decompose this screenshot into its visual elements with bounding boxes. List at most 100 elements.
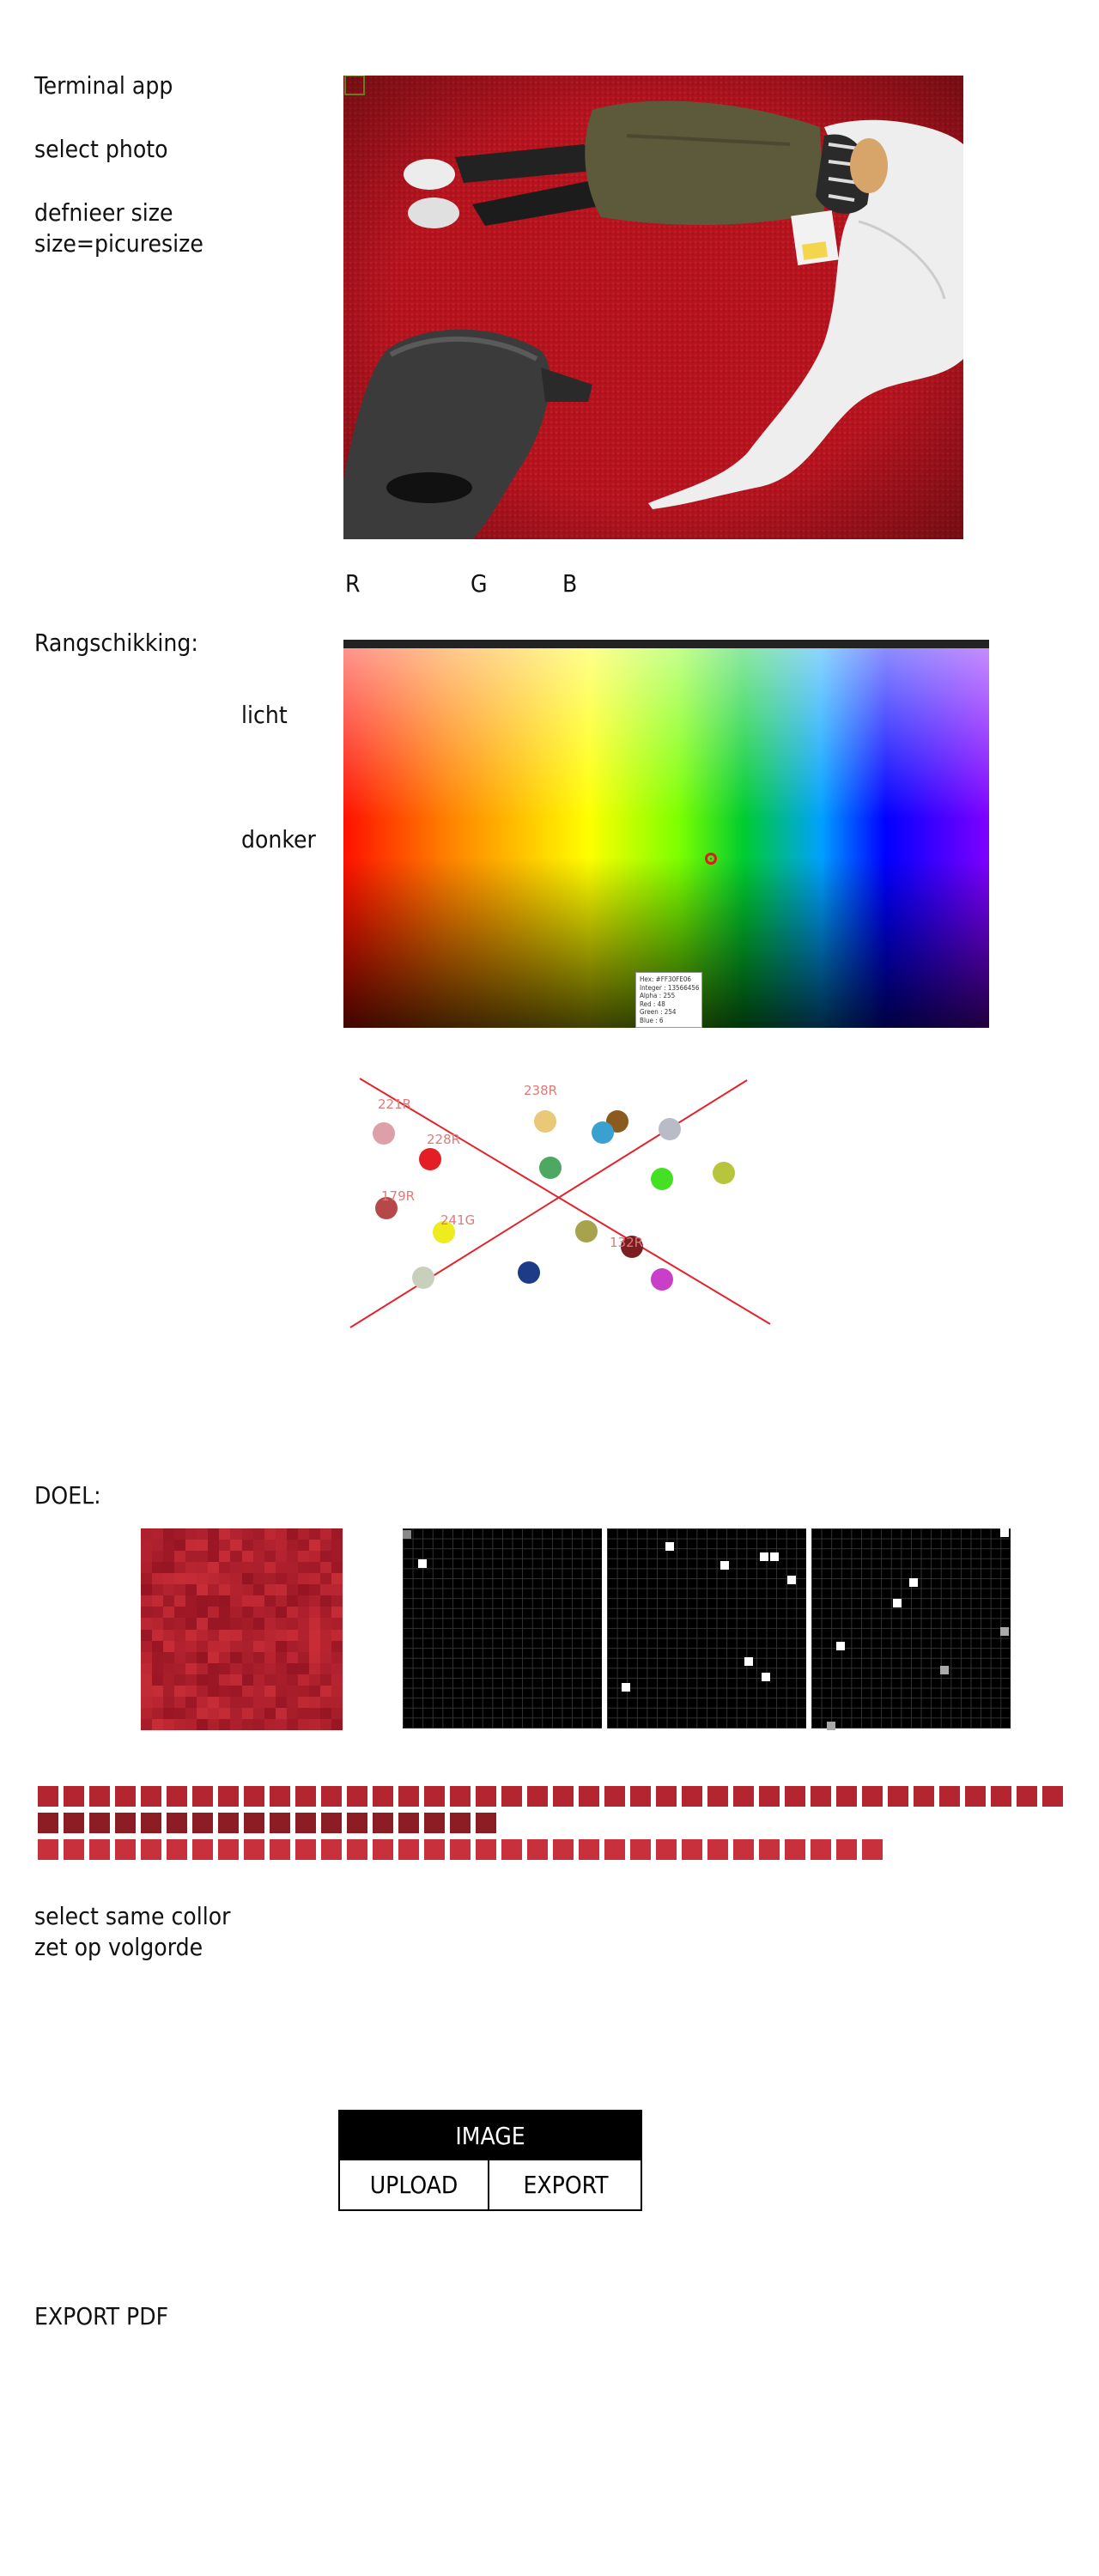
mosaic-cell	[152, 1573, 164, 1585]
mosaic-cell	[208, 1540, 220, 1552]
mosaic-cell	[230, 1707, 242, 1720]
color-spectrum[interactable]: Hex: #FF30FE06 Integer : 13566456 Alpha …	[343, 648, 989, 1028]
mosaic-cell	[252, 1618, 265, 1630]
mosaic-cell	[275, 1662, 288, 1675]
color-swatch	[321, 1786, 342, 1807]
cross-line	[359, 1078, 771, 1325]
mosaic-cell	[275, 1685, 288, 1698]
color-swatch	[450, 1813, 471, 1833]
mosaic-cell	[208, 1584, 220, 1596]
sorting-dark-label: donker	[241, 825, 316, 854]
pixel-marker	[1000, 1528, 1009, 1537]
mosaic-cell	[308, 1674, 321, 1686]
pixel-marker	[909, 1578, 918, 1587]
dot-label: 132R	[610, 1235, 643, 1250]
color-info-panel: Hex: #FF30FE06 Integer : 13566456 Alpha …	[635, 972, 702, 1028]
mosaic-cell	[297, 1707, 310, 1720]
export-pdf-label: EXPORT PDF	[34, 2302, 169, 2330]
mosaic-cell	[197, 1674, 209, 1686]
mosaic-cell	[208, 1651, 220, 1664]
mosaic-cell	[230, 1528, 242, 1540]
mosaic-cell	[152, 1629, 164, 1642]
color-swatch	[991, 1786, 1011, 1807]
mosaic-cell	[297, 1696, 310, 1709]
mosaic-cell	[163, 1674, 175, 1686]
mosaic-cell	[163, 1595, 175, 1607]
color-swatch	[398, 1839, 419, 1860]
channel-label-g: G	[471, 569, 488, 598]
mosaic-cell	[197, 1562, 209, 1574]
mosaic-cell	[286, 1685, 299, 1698]
dot-label: 221R	[378, 1097, 411, 1112]
mosaic-cell	[185, 1696, 197, 1709]
mosaic-cell	[208, 1696, 220, 1709]
mosaic-cell	[252, 1707, 265, 1720]
export-button[interactable]: EXPORT	[491, 2160, 641, 2209]
mosaic-cell	[185, 1662, 197, 1675]
mosaic-cell	[141, 1607, 153, 1619]
color-dot	[412, 1267, 434, 1289]
mosaic-cell	[230, 1584, 242, 1596]
mosaic-cell	[163, 1640, 175, 1653]
mosaic-cell	[197, 1540, 209, 1552]
color-swatch	[244, 1839, 264, 1860]
color-swatch	[398, 1786, 419, 1807]
color-swatch	[424, 1786, 445, 1807]
mosaic-cell	[308, 1595, 321, 1607]
color-info-red: Red : 48	[640, 999, 665, 1008]
mosaic-cell	[286, 1651, 299, 1664]
color-swatch	[501, 1839, 522, 1860]
mosaic-cell	[163, 1618, 175, 1630]
mosaic-cell	[208, 1685, 220, 1698]
mosaic-cell	[219, 1707, 231, 1720]
mosaic-cell	[174, 1584, 186, 1596]
mosaic-cell	[208, 1662, 220, 1675]
mosaic-cell	[308, 1618, 321, 1630]
mosaic-cell	[163, 1685, 175, 1698]
color-swatch	[914, 1786, 934, 1807]
mosaic-cell	[185, 1685, 197, 1698]
color-dot	[539, 1157, 562, 1179]
mosaic-cell	[219, 1696, 231, 1709]
color-info-alpha: Alpha : 255	[640, 992, 676, 999]
mosaic-cell	[230, 1595, 242, 1607]
mosaic-cell	[185, 1551, 197, 1563]
pixel-marker	[940, 1666, 949, 1674]
color-swatch	[141, 1813, 161, 1833]
mosaic-cell	[174, 1528, 186, 1540]
color-dot	[433, 1221, 455, 1243]
color-swatch	[115, 1839, 136, 1860]
upload-button[interactable]: UPLOAD	[340, 2160, 489, 2209]
color-swatch	[965, 1786, 986, 1807]
color-swatch	[1042, 1786, 1063, 1807]
mosaic-cell	[319, 1707, 332, 1720]
color-info-green: Green : 254	[640, 1008, 677, 1016]
mosaic-cell	[241, 1685, 254, 1698]
mosaic-cell	[331, 1562, 343, 1574]
mosaic-cell	[152, 1562, 164, 1574]
instruction-order: zet op volgorde	[34, 1933, 203, 1961]
mosaic-cell	[319, 1651, 332, 1664]
mosaic-cell	[331, 1618, 343, 1630]
picker-cursor-icon[interactable]	[705, 853, 717, 865]
mosaic-cell	[208, 1674, 220, 1686]
pixel-marker	[1000, 1627, 1009, 1636]
sorting-light-label: licht	[241, 701, 288, 729]
color-spectrum-picker[interactable]: Hex: #FF30FE06 Integer : 13566456 Alpha …	[343, 640, 989, 1028]
mosaic-cell	[152, 1528, 164, 1540]
mosaic-cell	[219, 1607, 231, 1619]
color-dot	[592, 1121, 614, 1144]
color-swatch	[862, 1786, 883, 1807]
mosaic-cell	[331, 1573, 343, 1585]
mosaic-cell	[286, 1718, 299, 1731]
mosaic-cell	[208, 1528, 220, 1540]
mosaic-cell	[141, 1584, 153, 1596]
pixel-marker	[760, 1552, 768, 1561]
mosaic-cell	[152, 1551, 164, 1563]
mosaic-cell	[174, 1629, 186, 1642]
mosaic-cell	[208, 1573, 220, 1585]
mosaic-cell	[319, 1551, 332, 1563]
mosaic-cell	[297, 1629, 310, 1642]
mosaic-cell	[230, 1562, 242, 1574]
mosaic-cell	[219, 1640, 231, 1653]
